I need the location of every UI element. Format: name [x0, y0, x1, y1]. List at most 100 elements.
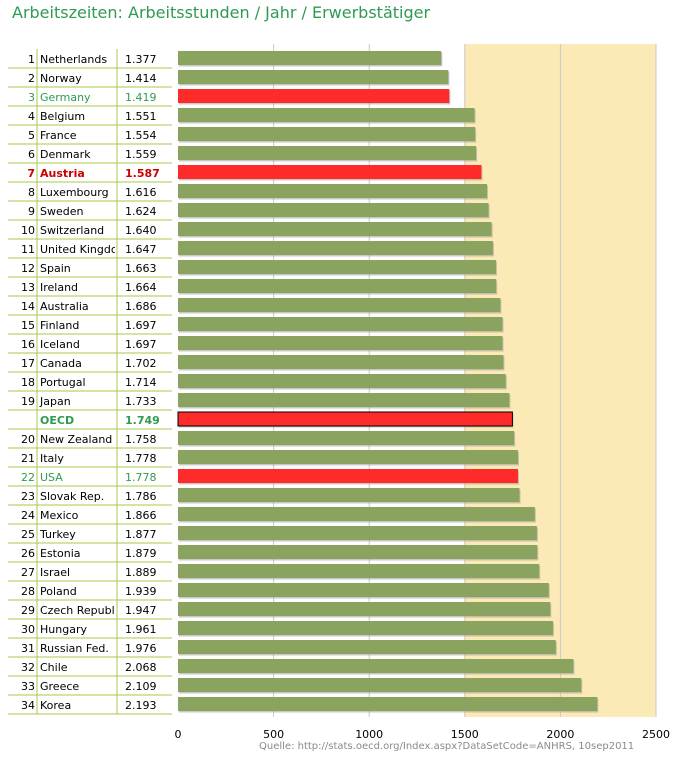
rank-label: 24 — [21, 509, 35, 522]
table-row: 31 Russian Fed. 1.976 — [8, 642, 172, 658]
rank-label: 19 — [21, 395, 35, 408]
value-label: 1.778 — [125, 452, 157, 465]
table-row: 4 Belgium 1.551 — [8, 110, 172, 126]
country-label: Belgium — [40, 110, 85, 123]
country-label: Russian Fed. — [40, 642, 109, 655]
value-label: 1.697 — [125, 338, 157, 351]
value-label: 1.551 — [125, 110, 157, 123]
value-label: 1.554 — [125, 129, 157, 142]
table-row: 15 Finland 1.697 — [8, 319, 172, 335]
x-tick-label: 0 — [175, 728, 182, 741]
value-label: 1.889 — [125, 566, 157, 579]
value-label: 1.749 — [125, 414, 160, 427]
bar — [178, 602, 551, 616]
table-row: 25 Turkey 1.877 — [8, 528, 172, 544]
table-row: 8 Luxembourg 1.616 — [8, 186, 172, 202]
bar — [178, 260, 496, 274]
value-label: 1.758 — [125, 433, 157, 446]
rank-label: 12 — [21, 262, 35, 275]
rank-label: 34 — [21, 699, 35, 712]
table-row: 28 Poland 1.939 — [8, 585, 172, 601]
rank-label: 11 — [21, 243, 35, 256]
table-row: 30 Hungary 1.961 — [8, 623, 172, 639]
country-label: Austria — [40, 167, 85, 180]
table-row: 27 Israel 1.889 — [8, 566, 172, 582]
rank-label: 29 — [21, 604, 35, 617]
country-label: Greece — [40, 680, 79, 693]
bar — [178, 507, 535, 521]
bar — [178, 678, 582, 692]
bar — [178, 640, 556, 654]
country-label: France — [40, 129, 77, 142]
rank-label: 15 — [21, 319, 35, 332]
country-label: Czech Republic — [40, 604, 124, 617]
rank-label: 18 — [21, 376, 35, 389]
rank-label: 10 — [21, 224, 35, 237]
value-label: 1.559 — [125, 148, 157, 161]
table-row: 34 Korea 2.193 — [8, 699, 172, 715]
country-label: Japan — [39, 395, 71, 408]
bar — [178, 108, 475, 122]
value-label: 1.587 — [125, 167, 160, 180]
bar — [178, 355, 504, 369]
value-label: 1.616 — [125, 186, 157, 199]
bar — [178, 146, 477, 160]
country-label: USA — [40, 471, 63, 484]
bar — [178, 469, 518, 483]
bar — [178, 526, 537, 540]
bar — [178, 450, 518, 464]
bar — [178, 621, 553, 635]
table-row: 1 Netherlands 1.377 — [8, 53, 172, 69]
country-label: Germany — [40, 91, 91, 104]
country-label: Spain — [40, 262, 71, 275]
rank-label: 9 — [28, 205, 35, 218]
rank-label: 13 — [21, 281, 35, 294]
rank-label: 26 — [21, 547, 35, 560]
table-row: 24 Mexico 1.866 — [8, 509, 172, 525]
value-label: 1.664 — [125, 281, 157, 294]
rank-label: 30 — [21, 623, 35, 636]
rank-label: 17 — [21, 357, 35, 370]
rank-label: 2 — [28, 72, 35, 85]
table-row: 19 Japan 1.733 — [8, 395, 172, 411]
value-label: 1.877 — [125, 528, 157, 541]
bar — [178, 165, 482, 179]
rank-label: 8 — [28, 186, 35, 199]
source-note: Quelle: http://stats.oecd.org/Index.aspx… — [259, 741, 635, 752]
value-label: 1.947 — [125, 604, 157, 617]
country-label: United Kingdom — [40, 243, 128, 256]
country-label: Slovak Rep. — [40, 490, 104, 503]
value-label: 2.068 — [125, 661, 157, 674]
bar — [178, 697, 598, 711]
table-row: 18 Portugal 1.714 — [8, 376, 172, 392]
country-label: Finland — [40, 319, 79, 332]
country-label: Switzerland — [40, 224, 104, 237]
value-label: 1.939 — [125, 585, 157, 598]
value-label: 1.714 — [125, 376, 157, 389]
bar — [178, 545, 538, 559]
bars — [177, 51, 599, 713]
table-row: 2 Norway 1.414 — [8, 72, 172, 88]
country-label: Hungary — [40, 623, 87, 636]
value-label: 1.976 — [125, 642, 157, 655]
rank-label: 33 — [21, 680, 35, 693]
country-label: Iceland — [40, 338, 80, 351]
value-label: 1.647 — [125, 243, 157, 256]
bar — [178, 89, 450, 103]
bar — [178, 488, 520, 502]
rank-label: 4 — [28, 110, 35, 123]
bar — [178, 184, 487, 198]
rank-label: 25 — [21, 528, 35, 541]
rank-label: 5 — [28, 129, 35, 142]
country-label: Norway — [40, 72, 82, 85]
rank-label: 23 — [21, 490, 35, 503]
table-row: 29 Czech Republic 1.947 — [8, 604, 172, 620]
table-row: 7 Austria 1.587 — [8, 167, 172, 183]
rank-label: 16 — [21, 338, 35, 351]
bar — [178, 222, 492, 236]
value-label: 1.879 — [125, 547, 157, 560]
rank-label: 31 — [21, 642, 35, 655]
table-row: 32 Chile 2.068 — [8, 661, 172, 677]
table-row: 33 Greece 2.109 — [8, 680, 172, 696]
